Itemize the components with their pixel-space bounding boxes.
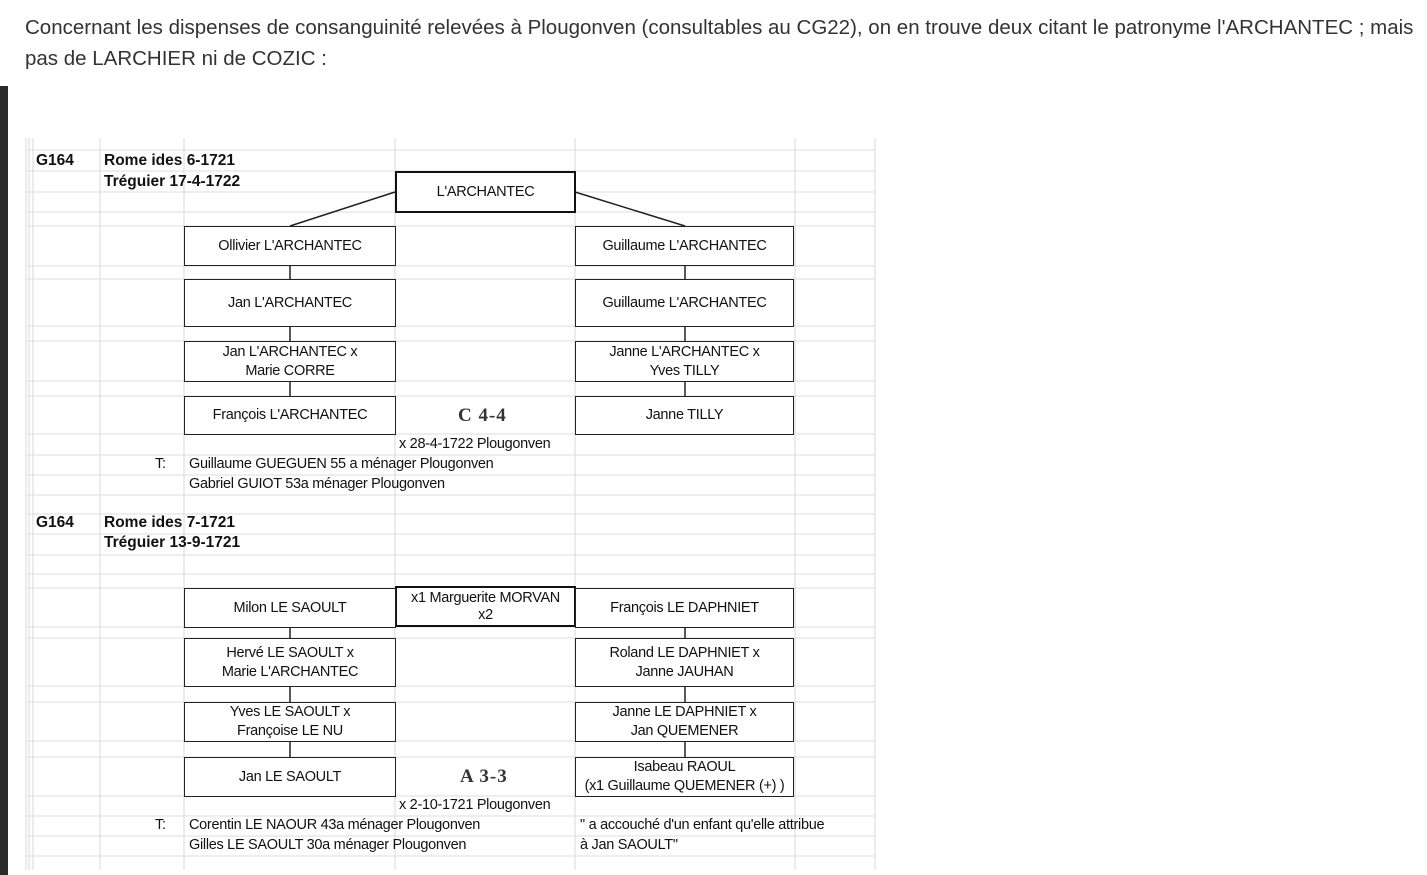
right-box-3: Janne L'ARCHANTEC x Yves TILLY: [575, 341, 794, 382]
right-box-4: Janne TILLY: [575, 396, 794, 435]
cote-2: G164: [36, 514, 74, 531]
right-box-3: Janne LE DAPHNIET x Jan QUEMENER: [575, 702, 794, 742]
note-line-1: " a accouché d'un enfant qu'elle attribu…: [580, 817, 825, 833]
degree-2: A 3-3: [460, 766, 508, 787]
middle-box: x1 Marguerite MORVAN x2: [395, 586, 576, 627]
treguier-date-1: Tréguier 17-4-1722: [104, 173, 241, 190]
connector: [289, 191, 396, 227]
rome-date-1: Rome ides 6-1721: [104, 152, 235, 169]
witness-1b: Gabriel GUIOT 53a ménager Plougonven: [189, 476, 445, 492]
left-box-3: Jan L'ARCHANTEC x Marie CORRE: [184, 341, 396, 382]
witness-1a: Guillaume GUEGUEN 55 a ménager Plougonve…: [189, 456, 494, 472]
left-box-4: Jan LE SAOULT: [184, 757, 396, 797]
left-box-1: Ollivier L'ARCHANTEC: [184, 226, 396, 266]
note-line-2: à Jan SAOULT": [580, 837, 678, 853]
right-box-1: Guillaume L'ARCHANTEC: [575, 226, 794, 266]
rome-date-2: Rome ides 7-1721: [104, 514, 235, 531]
left-box-1: Milon LE SAOULT: [184, 588, 396, 628]
treguier-date-2: Tréguier 13-9-1721: [104, 534, 241, 551]
right-box-2: Guillaume L'ARCHANTEC: [575, 279, 794, 327]
left-box-2: Hervé LE SAOULT x Marie L'ARCHANTEC: [184, 638, 396, 687]
marriage-2: x 2-10-1721 Plougonven: [399, 797, 551, 813]
connector: [574, 191, 686, 227]
intro-paragraph: Concernant les dispenses de consanguinit…: [25, 16, 1414, 70]
marriage-1: x 28-4-1722 Plougonven: [399, 436, 551, 452]
cote-1: G164: [36, 152, 74, 169]
right-box-4: Isabeau RAOUL (x1 Guillaume QUEMENER (+)…: [575, 757, 794, 797]
witness-label-2: T:: [155, 817, 166, 833]
degree-1: C 4-4: [458, 405, 507, 426]
right-box-1: François LE DAPHNIET: [575, 588, 794, 628]
witness-2b: Gilles LE SAOULT 30a ménager Plougonven: [189, 837, 467, 853]
left-box-3: Yves LE SAOULT x Françoise LE NU: [184, 702, 396, 742]
witness-label-1: T:: [155, 456, 166, 472]
left-box-4: François L'ARCHANTEC: [184, 396, 396, 435]
quote-bar: [0, 86, 8, 875]
root-box: L'ARCHANTEC: [395, 171, 576, 213]
witness-2a: Corentin LE NAOUR 43a ménager Plougonven: [189, 817, 481, 833]
left-box-2: Jan L'ARCHANTEC: [184, 279, 396, 327]
right-box-2: Roland LE DAPHNIET x Janne JAUHAN: [575, 638, 794, 687]
